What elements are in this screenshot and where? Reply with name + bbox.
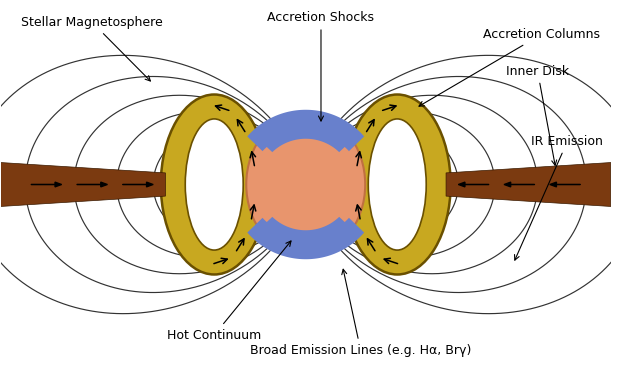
FancyArrow shape: [31, 182, 62, 187]
Polygon shape: [255, 116, 356, 152]
FancyArrow shape: [458, 182, 489, 187]
Ellipse shape: [185, 119, 243, 250]
FancyArrow shape: [504, 182, 535, 187]
Ellipse shape: [161, 94, 268, 275]
Polygon shape: [247, 218, 364, 259]
Text: Stellar Magnetosphere: Stellar Magnetosphere: [21, 16, 163, 81]
FancyArrow shape: [77, 182, 107, 187]
FancyArrow shape: [550, 182, 580, 187]
Text: Inner Disk: Inner Disk: [506, 65, 569, 165]
Polygon shape: [247, 110, 364, 151]
Text: Accretion Columns: Accretion Columns: [419, 28, 600, 106]
Polygon shape: [1, 162, 165, 207]
Text: Accretion Shocks: Accretion Shocks: [268, 11, 374, 121]
FancyArrow shape: [123, 182, 154, 187]
Text: IR Emission: IR Emission: [515, 135, 603, 260]
Polygon shape: [446, 162, 611, 207]
Ellipse shape: [368, 119, 426, 250]
Polygon shape: [255, 217, 356, 253]
Text: Broad Emission Lines (e.g. Hα, Brγ): Broad Emission Lines (e.g. Hα, Brγ): [250, 269, 471, 357]
Ellipse shape: [246, 113, 365, 256]
Text: Hot Continuum: Hot Continuum: [167, 241, 291, 342]
Ellipse shape: [344, 94, 451, 275]
